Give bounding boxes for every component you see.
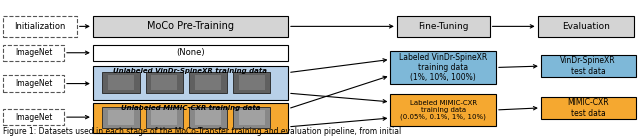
Text: Initialization: Initialization bbox=[14, 22, 66, 31]
FancyBboxPatch shape bbox=[3, 75, 64, 92]
Text: Unlabeled VinDr-SpineXR training data: Unlabeled VinDr-SpineXR training data bbox=[113, 68, 268, 74]
FancyBboxPatch shape bbox=[93, 45, 288, 61]
Text: MIMIC-CXR
test data: MIMIC-CXR test data bbox=[567, 98, 609, 118]
Text: VinDr-SpineXR
test data: VinDr-SpineXR test data bbox=[561, 56, 616, 76]
FancyBboxPatch shape bbox=[152, 110, 177, 125]
Text: ImageNet: ImageNet bbox=[15, 48, 52, 57]
FancyBboxPatch shape bbox=[146, 107, 183, 128]
FancyBboxPatch shape bbox=[233, 107, 270, 128]
FancyBboxPatch shape bbox=[3, 45, 64, 61]
Text: Unlabeled MIMIC-CXR training data: Unlabeled MIMIC-CXR training data bbox=[121, 105, 260, 111]
FancyBboxPatch shape bbox=[189, 72, 227, 93]
FancyBboxPatch shape bbox=[538, 16, 634, 37]
Text: Labeled MIMIC-CXR
training data
(0.05%, 0.1%, 1%, 10%): Labeled MIMIC-CXR training data (0.05%, … bbox=[400, 100, 486, 120]
Text: Fine-Tuning: Fine-Tuning bbox=[418, 22, 468, 31]
FancyBboxPatch shape bbox=[108, 110, 134, 125]
FancyBboxPatch shape bbox=[102, 107, 140, 128]
Text: ImageNet: ImageNet bbox=[15, 79, 52, 88]
FancyBboxPatch shape bbox=[195, 110, 221, 125]
FancyBboxPatch shape bbox=[93, 66, 288, 100]
Text: Figure 1: Datasets used in each stage of the MoCo-Transfer training and evaluati: Figure 1: Datasets used in each stage of… bbox=[3, 127, 401, 136]
FancyBboxPatch shape bbox=[146, 72, 183, 93]
Text: (None): (None) bbox=[176, 48, 205, 57]
FancyBboxPatch shape bbox=[541, 55, 636, 77]
Text: MoCo Pre-Training: MoCo Pre-Training bbox=[147, 21, 234, 31]
FancyBboxPatch shape bbox=[397, 16, 490, 37]
Text: Labeled VinDr-SpineXR
training data
(1%, 10%, 100%): Labeled VinDr-SpineXR training data (1%,… bbox=[399, 53, 487, 82]
Text: ImageNet: ImageNet bbox=[15, 113, 52, 122]
FancyBboxPatch shape bbox=[390, 51, 496, 84]
FancyBboxPatch shape bbox=[108, 75, 134, 90]
FancyBboxPatch shape bbox=[93, 16, 288, 37]
FancyBboxPatch shape bbox=[93, 103, 288, 133]
FancyBboxPatch shape bbox=[239, 110, 264, 125]
FancyBboxPatch shape bbox=[3, 109, 64, 125]
Text: Evaluation: Evaluation bbox=[562, 22, 609, 31]
FancyBboxPatch shape bbox=[3, 16, 77, 37]
FancyBboxPatch shape bbox=[233, 72, 270, 93]
FancyBboxPatch shape bbox=[189, 107, 227, 128]
FancyBboxPatch shape bbox=[195, 75, 221, 90]
FancyBboxPatch shape bbox=[390, 94, 496, 126]
FancyBboxPatch shape bbox=[541, 97, 636, 119]
FancyBboxPatch shape bbox=[152, 75, 177, 90]
FancyBboxPatch shape bbox=[239, 75, 264, 90]
FancyBboxPatch shape bbox=[102, 72, 140, 93]
